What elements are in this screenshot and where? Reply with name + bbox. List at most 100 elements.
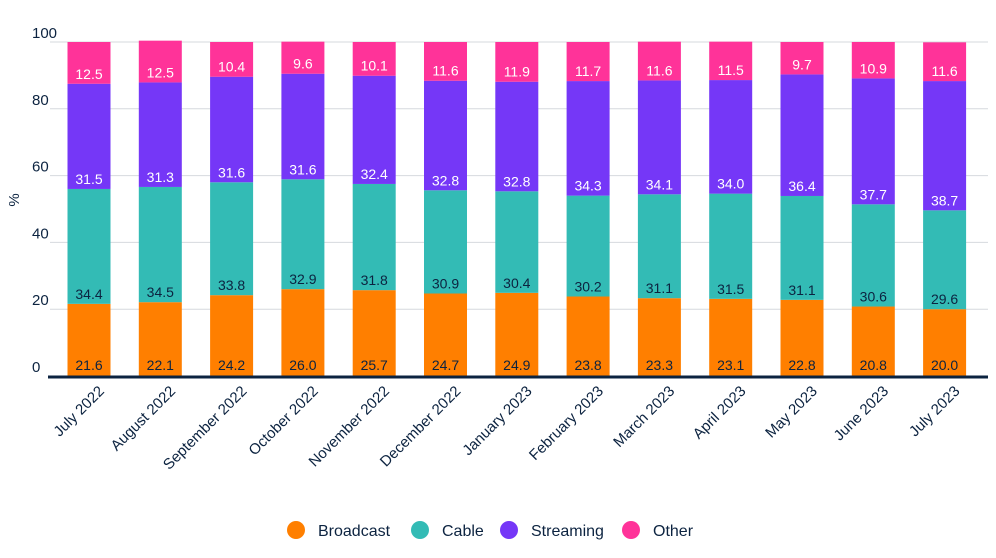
bar-segment-broadcast bbox=[566, 296, 610, 376]
x-tick-label: March 2023 bbox=[610, 383, 678, 451]
bar-segment-streaming bbox=[851, 78, 895, 205]
bar-segment-streaming bbox=[67, 83, 111, 189]
data-label-streaming: 38.7 bbox=[931, 192, 958, 208]
legend-swatch-other bbox=[622, 521, 640, 539]
bar-segment-cable bbox=[210, 182, 254, 296]
bar-segment-other bbox=[637, 41, 681, 81]
bar-segment-cable bbox=[566, 195, 610, 297]
data-label-cable: 30.9 bbox=[432, 276, 459, 292]
legend-label-cable: Cable bbox=[442, 523, 484, 540]
bar-segment-other bbox=[709, 41, 753, 81]
data-label-broadcast: 23.8 bbox=[574, 357, 601, 373]
data-label-cable: 30.2 bbox=[574, 279, 601, 295]
bar-segment-streaming bbox=[424, 80, 467, 191]
data-label-broadcast: 24.2 bbox=[218, 357, 245, 373]
bar-segment-other bbox=[210, 42, 254, 77]
bar-segment-other bbox=[566, 42, 610, 82]
bar-segment-cable bbox=[424, 190, 467, 294]
legend: Broadcast Cable Streaming Other bbox=[287, 521, 694, 540]
bar-segment-broadcast bbox=[281, 289, 325, 376]
bar-segment-cable bbox=[923, 210, 967, 310]
bar-segment-streaming bbox=[780, 74, 824, 196]
data-label-other: 11.6 bbox=[432, 63, 458, 79]
bar-segment-streaming bbox=[495, 81, 539, 192]
bar-segment-cable bbox=[281, 179, 325, 290]
legend-label-broadcast: Broadcast bbox=[318, 523, 391, 540]
data-label-cable: 31.1 bbox=[646, 280, 673, 296]
bar-segment-broadcast bbox=[851, 306, 895, 376]
bar-segment-broadcast bbox=[923, 309, 967, 376]
bar-segment-broadcast bbox=[138, 302, 182, 376]
bar-segment-other bbox=[424, 42, 467, 81]
data-label-other: 11.9 bbox=[504, 64, 530, 80]
data-label-other: 9.7 bbox=[792, 56, 812, 72]
y-tick-label: 0 bbox=[32, 359, 40, 376]
bar-segment-cable bbox=[67, 188, 111, 304]
legend-swatch-streaming bbox=[500, 521, 518, 539]
bar-segment-other bbox=[495, 42, 539, 82]
bar-segment-streaming bbox=[566, 81, 610, 196]
data-label-streaming: 32.8 bbox=[432, 172, 459, 188]
data-label-other: 9.6 bbox=[293, 56, 313, 72]
bar-segment-streaming bbox=[281, 73, 325, 180]
bar-segment-cable bbox=[851, 204, 895, 307]
bar-segment-cable bbox=[138, 186, 182, 303]
bar-segment-streaming bbox=[709, 80, 753, 194]
y-tick-label: 100 bbox=[32, 25, 57, 42]
bar-segment-broadcast bbox=[424, 293, 467, 376]
y-axis-ticks: 0 20 40 60 80 100 bbox=[32, 25, 57, 376]
data-label-broadcast: 24.9 bbox=[503, 357, 530, 373]
bar-segment-streaming bbox=[352, 75, 396, 184]
data-label-broadcast: 23.3 bbox=[646, 357, 673, 373]
data-label-streaming: 36.4 bbox=[788, 178, 815, 194]
data-label-other: 10.1 bbox=[361, 58, 388, 74]
data-label-cable: 29.6 bbox=[931, 291, 958, 307]
bar-segment-streaming bbox=[637, 80, 681, 195]
data-label-streaming: 34.3 bbox=[574, 178, 601, 194]
x-tick-label: February 2023 bbox=[526, 383, 607, 464]
data-label-streaming: 31.5 bbox=[75, 171, 102, 187]
x-tick-label: July 2022 bbox=[50, 383, 107, 440]
bar-segment-cable bbox=[637, 194, 681, 299]
data-label-streaming: 31.6 bbox=[218, 164, 245, 180]
x-tick-label: August 2022 bbox=[108, 383, 180, 455]
data-label-cable: 30.6 bbox=[860, 289, 887, 305]
bar-segment-broadcast bbox=[352, 290, 396, 376]
bar-segment-other bbox=[281, 41, 325, 74]
x-tick-label: July 2023 bbox=[906, 383, 963, 440]
x-tick-label: January 2023 bbox=[459, 383, 535, 459]
bar-segment-streaming bbox=[923, 81, 967, 211]
data-label-broadcast: 22.1 bbox=[147, 357, 174, 373]
y-tick-label: 80 bbox=[32, 92, 49, 109]
data-label-cable: 34.4 bbox=[75, 286, 102, 302]
bar-segment-other bbox=[923, 42, 967, 82]
data-label-cable: 32.9 bbox=[289, 271, 316, 287]
legend-label-streaming: Streaming bbox=[531, 523, 604, 540]
data-labels: 21.6 34.4 31.5 12.5 22.1 34.5 31.3 12.5 24.2 33.8… bbox=[75, 56, 958, 373]
data-label-cable: 30.4 bbox=[503, 275, 530, 291]
x-tick-label: June 2023 bbox=[831, 383, 893, 445]
data-label-streaming: 37.7 bbox=[860, 186, 887, 202]
bar-segment-broadcast bbox=[210, 295, 254, 376]
y-tick-label: 20 bbox=[32, 292, 49, 309]
y-tick-label: 40 bbox=[32, 225, 49, 242]
bar-segment-broadcast bbox=[67, 303, 111, 376]
data-label-cable: 34.5 bbox=[147, 284, 174, 300]
x-tick-label: October 2022 bbox=[245, 383, 321, 459]
data-label-streaming: 32.4 bbox=[361, 166, 388, 182]
data-label-broadcast: 20.8 bbox=[860, 357, 887, 373]
bars bbox=[67, 40, 967, 376]
data-label-broadcast: 22.8 bbox=[788, 357, 815, 373]
data-label-cable: 31.5 bbox=[717, 281, 744, 297]
bar-segment-streaming bbox=[210, 76, 254, 183]
data-label-streaming: 32.8 bbox=[503, 173, 530, 189]
bar-segment-broadcast bbox=[495, 292, 539, 376]
data-label-streaming: 31.6 bbox=[289, 161, 316, 177]
data-label-broadcast: 20.0 bbox=[931, 357, 958, 373]
data-label-other: 12.5 bbox=[147, 64, 174, 80]
data-label-broadcast: 24.7 bbox=[432, 357, 459, 373]
data-label-other: 11.7 bbox=[575, 63, 601, 79]
data-label-broadcast: 21.6 bbox=[75, 357, 102, 373]
data-label-broadcast: 25.7 bbox=[361, 357, 388, 373]
data-label-streaming: 31.3 bbox=[147, 169, 174, 185]
